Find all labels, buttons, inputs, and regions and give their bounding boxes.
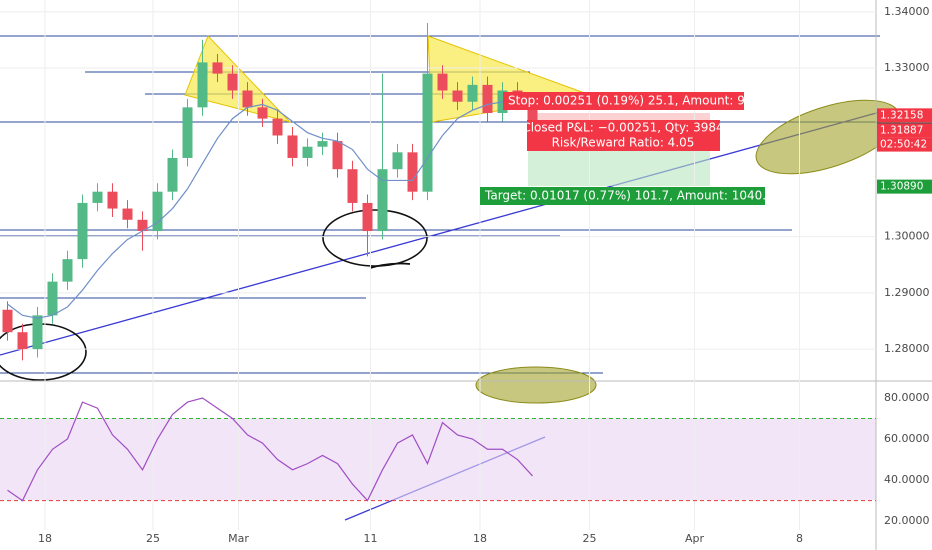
hand-circle (322, 209, 428, 267)
target-box (480, 187, 765, 205)
price-badge (877, 137, 932, 152)
candle-body (92, 191, 103, 203)
price-badge (877, 108, 932, 123)
y-tick-label: 80.0000 (884, 391, 930, 404)
x-tick-label: 11 (364, 532, 378, 545)
candle-body (362, 202, 373, 232)
stop-label: Stop: 0.00251 (0.19%) 25.1, Amount: 990 (508, 94, 760, 108)
y-tick-label: 1.29000 (884, 286, 930, 299)
candle-body (182, 107, 193, 158)
candle-body (527, 101, 538, 130)
candle-body (287, 135, 298, 158)
rsi-line (7, 397, 533, 502)
ellipse (475, 366, 597, 404)
ratio-label: Risk/Reward Ratio: 4.05 (552, 136, 695, 150)
candle-body (32, 315, 43, 350)
price-badge-label: 1.30890 (880, 181, 923, 193)
candle-body (392, 152, 403, 170)
x-tick-label: 8 (796, 532, 803, 545)
closed-label: Closed P&L: −0.00251, Qty: 3984 (522, 121, 723, 135)
candle-body (107, 191, 118, 209)
y-tick-label: 20.0000 (884, 514, 930, 527)
candle-body (437, 73, 448, 91)
target-label: Target: 0.01017 (0.77%) 101.7, Amount: 1… (484, 189, 781, 203)
candle-body (227, 73, 238, 91)
candle-body (452, 90, 463, 102)
candle-body (407, 152, 418, 192)
x-tick-label: 25 (146, 532, 160, 545)
y-tick-label: 40.0000 (884, 473, 930, 486)
price-badge (877, 179, 932, 194)
candle-body (212, 62, 223, 74)
candle-body (197, 62, 208, 108)
x-tick-label: 25 (583, 532, 597, 545)
candle-body (77, 202, 88, 260)
candle-body (242, 90, 253, 108)
candle-body (167, 157, 178, 192)
candle-body (347, 169, 358, 203)
candle-body (422, 73, 433, 192)
candle-body (137, 219, 148, 232)
price-badge (877, 123, 932, 138)
candle-body (482, 84, 493, 113)
x-tick-label: 18 (38, 532, 52, 545)
candle-body (47, 281, 58, 316)
price-badge-label: 1.32158 (880, 109, 923, 121)
price-badge-label: 1.31887 (880, 125, 923, 137)
closed-box (527, 120, 720, 151)
y-tick-label: 1.30000 (884, 230, 930, 243)
annotations: Stop: 0.00251 (0.19%) 25.1, Amount: 990 … (38, 5, 932, 545)
x-tick-label: Apr (685, 532, 705, 545)
candle-body (272, 118, 283, 136)
candle-body (152, 191, 163, 232)
candle-body (122, 208, 133, 220)
marks (0, 0, 876, 530)
candle-body (332, 141, 343, 170)
candle-body (257, 107, 268, 119)
candle-body (2, 309, 13, 333)
y-tick-label: 1.34000 (884, 5, 930, 18)
trend-line (0, 111, 881, 356)
price-badge-label: 02:50:42 (880, 139, 927, 151)
candle-body (377, 169, 388, 232)
candle-body (317, 141, 328, 147)
rsi-zone (0, 418, 876, 500)
y-tick-label: 60.0000 (884, 432, 930, 445)
candle-body (62, 259, 73, 282)
hand-stroke (369, 262, 411, 269)
moving-average (7, 98, 533, 319)
candle-body (302, 146, 313, 158)
y-tick-label: 1.28000 (884, 342, 930, 355)
stop-box (503, 92, 744, 110)
candle-body (17, 332, 28, 350)
candle-body (467, 84, 478, 102)
x-tick-label: 18 (473, 532, 487, 545)
x-tick-label: Mar (228, 532, 249, 545)
y-tick-label: 1.33000 (884, 61, 930, 74)
